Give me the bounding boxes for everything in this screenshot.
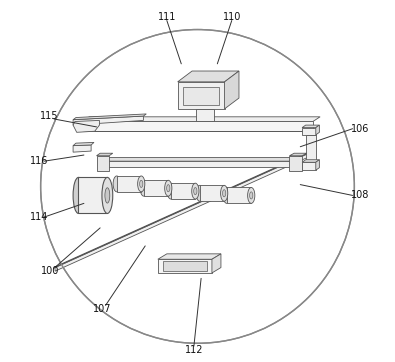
- Ellipse shape: [220, 185, 228, 201]
- Polygon shape: [302, 128, 316, 135]
- Ellipse shape: [167, 185, 170, 192]
- Polygon shape: [196, 106, 217, 109]
- Ellipse shape: [113, 176, 120, 192]
- Circle shape: [41, 30, 354, 343]
- Polygon shape: [290, 156, 302, 171]
- Ellipse shape: [105, 188, 110, 203]
- Polygon shape: [73, 145, 91, 152]
- Polygon shape: [73, 116, 143, 125]
- Polygon shape: [290, 153, 307, 156]
- Polygon shape: [144, 180, 168, 196]
- Polygon shape: [96, 153, 113, 156]
- Ellipse shape: [102, 177, 113, 214]
- Polygon shape: [82, 122, 313, 131]
- Polygon shape: [171, 183, 196, 199]
- Polygon shape: [302, 125, 320, 128]
- Polygon shape: [316, 125, 320, 135]
- Ellipse shape: [250, 192, 253, 199]
- Text: 115: 115: [40, 111, 59, 121]
- Text: 110: 110: [222, 12, 241, 22]
- Ellipse shape: [139, 180, 143, 188]
- Text: 114: 114: [30, 212, 48, 222]
- Polygon shape: [178, 71, 239, 82]
- Polygon shape: [73, 142, 94, 146]
- Ellipse shape: [140, 180, 147, 196]
- Text: 107: 107: [93, 304, 111, 314]
- Text: 106: 106: [351, 124, 369, 134]
- Polygon shape: [96, 156, 109, 171]
- Ellipse shape: [196, 185, 203, 201]
- Polygon shape: [163, 261, 207, 271]
- Polygon shape: [183, 87, 219, 105]
- Polygon shape: [73, 121, 100, 132]
- Polygon shape: [104, 161, 295, 167]
- Polygon shape: [55, 150, 314, 268]
- Polygon shape: [302, 160, 320, 162]
- Polygon shape: [158, 259, 212, 273]
- Ellipse shape: [167, 183, 175, 199]
- Text: 116: 116: [30, 156, 48, 166]
- Polygon shape: [306, 135, 316, 162]
- Text: 111: 111: [158, 12, 176, 22]
- Ellipse shape: [194, 188, 197, 195]
- Polygon shape: [196, 109, 214, 122]
- Polygon shape: [104, 157, 300, 161]
- Polygon shape: [224, 71, 239, 109]
- Polygon shape: [212, 254, 221, 273]
- Ellipse shape: [192, 183, 199, 199]
- Polygon shape: [227, 188, 251, 203]
- Text: 108: 108: [351, 190, 369, 201]
- Polygon shape: [302, 162, 316, 170]
- Ellipse shape: [137, 176, 145, 192]
- Ellipse shape: [73, 177, 84, 214]
- Polygon shape: [73, 114, 146, 120]
- Ellipse shape: [165, 180, 172, 196]
- Text: 112: 112: [184, 345, 203, 355]
- Ellipse shape: [223, 188, 230, 203]
- Polygon shape: [55, 151, 313, 271]
- Polygon shape: [82, 117, 320, 122]
- Polygon shape: [117, 176, 141, 192]
- Ellipse shape: [248, 188, 255, 203]
- Polygon shape: [178, 82, 224, 109]
- Polygon shape: [158, 254, 221, 259]
- Text: 100: 100: [40, 266, 59, 276]
- Ellipse shape: [222, 190, 226, 197]
- Polygon shape: [79, 177, 107, 214]
- Polygon shape: [316, 160, 320, 170]
- Polygon shape: [199, 185, 224, 201]
